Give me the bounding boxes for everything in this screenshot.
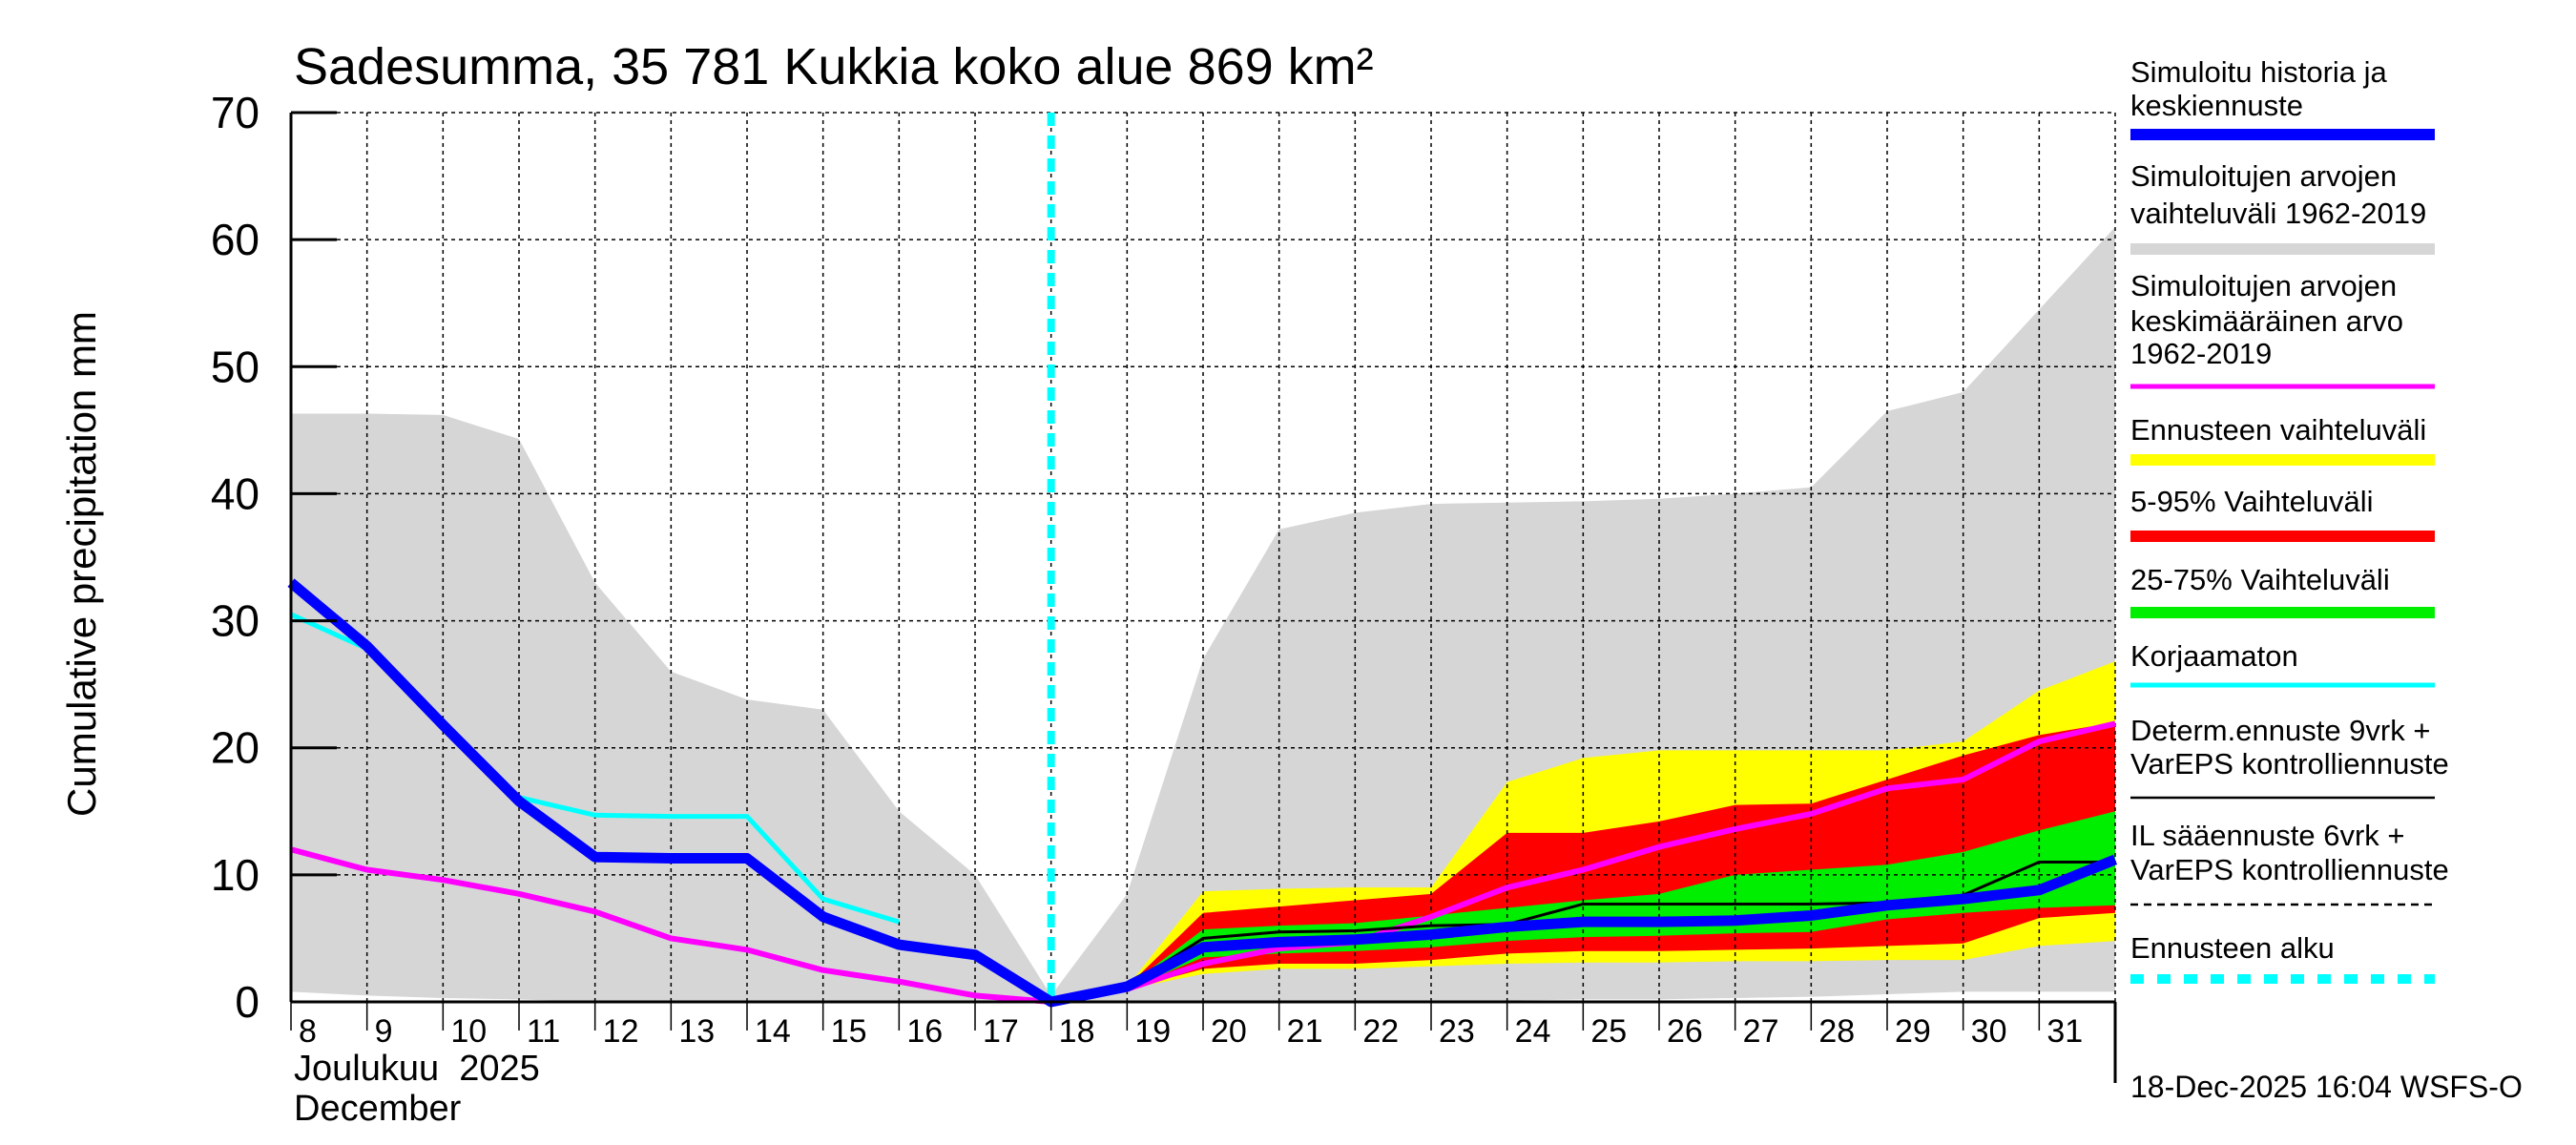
x-tick-label: 14 bbox=[755, 1013, 791, 1050]
x-tick-label: 21 bbox=[1287, 1013, 1323, 1050]
legend-item: Ennusteen alku bbox=[2130, 931, 2435, 984]
legend-label: keskimääräinen arvo bbox=[2130, 304, 2403, 338]
x-tick-label: 23 bbox=[1439, 1013, 1475, 1050]
legend-label: VarEPS kontrolliennuste bbox=[2130, 747, 2449, 781]
y-tick-label: 40 bbox=[211, 468, 260, 518]
y-tick-label: 20 bbox=[211, 723, 260, 773]
legend-label: IL sääennuste 6vrk + bbox=[2130, 819, 2405, 852]
y-tick-label: 60 bbox=[211, 215, 260, 264]
x-tick-label: 17 bbox=[983, 1013, 1019, 1050]
x-tick-label: 31 bbox=[2046, 1013, 2083, 1050]
legend-label: keskiennuste bbox=[2130, 89, 2303, 122]
legend-label: VarEPS kontrolliennuste bbox=[2130, 853, 2449, 886]
chart-title: Sadesumma, 35 781 Kukkia koko alue 869 k… bbox=[294, 38, 1374, 95]
legend-item: Simuloitujen arvojen vaihteluväli 1962-20… bbox=[2130, 159, 2435, 255]
legend-item: IL sääennuste 6vrk + VarEPS kontrollienn… bbox=[2130, 819, 2449, 906]
x-axis-month-label: Joulukuu 2025 bbox=[294, 1049, 540, 1089]
x-tick-label: 16 bbox=[906, 1013, 943, 1050]
legend-label: Simuloitu historia ja bbox=[2130, 55, 2388, 89]
x-tick-label: 20 bbox=[1211, 1013, 1247, 1050]
x-axis-month-label-en: December bbox=[294, 1089, 462, 1129]
x-tick-label: 19 bbox=[1134, 1013, 1171, 1050]
legend-label: Simuloitujen arvojen bbox=[2130, 159, 2397, 193]
x-tick-label: 9 bbox=[375, 1013, 393, 1050]
legend-item: Determ.ennuste 9vrk +VarEPS kontrollienn… bbox=[2130, 714, 2449, 800]
legend-label: 25-75% Vaihteluväli bbox=[2130, 563, 2390, 596]
x-tick-label: 25 bbox=[1590, 1013, 1627, 1050]
legend-label: Determ.ennuste 9vrk + bbox=[2130, 714, 2430, 747]
y-tick-label: 50 bbox=[211, 342, 260, 391]
axes-layer: 0 10 20 30 40 50 60 70 8 9 10 11 12 13 14 15 16 17 18 19 20 2… bbox=[211, 88, 2117, 1083]
x-tick-label: 27 bbox=[1743, 1013, 1779, 1050]
series-line-0 bbox=[290, 720, 2116, 1005]
legend-label: 1962-2019 bbox=[2130, 337, 2272, 370]
x-tick-label: 15 bbox=[831, 1013, 867, 1050]
x-tick-label: 29 bbox=[1895, 1013, 1931, 1050]
series-line-3 bbox=[287, 578, 2118, 1008]
series-layer bbox=[287, 113, 2118, 1008]
y-tick-label: 10 bbox=[211, 850, 260, 900]
legend-item: 25-75% Vaihteluväli bbox=[2130, 563, 2435, 618]
legend-item: Korjaamaton bbox=[2130, 639, 2435, 688]
y-tick-label: 0 bbox=[235, 977, 260, 1027]
legend-label: Korjaamaton bbox=[2130, 639, 2298, 673]
legend-label: Ennusteen vaihteluväli bbox=[2130, 413, 2426, 447]
legend: Simuloitu historia jakeskiennusteSimuloi… bbox=[2130, 55, 2449, 984]
legend-label: Simuloitujen arvojen bbox=[2130, 269, 2397, 302]
timestamp: 18-Dec-2025 16:04 WSFS-O bbox=[2130, 1070, 2523, 1104]
y-tick-label: 70 bbox=[211, 88, 260, 137]
x-tick-label: 22 bbox=[1362, 1013, 1399, 1050]
legend-item: 5-95% Vaihteluväli bbox=[2130, 485, 2435, 542]
x-tick-label: 26 bbox=[1667, 1013, 1703, 1050]
x-tick-label: 12 bbox=[603, 1013, 639, 1050]
legend-label: Ennusteen alku bbox=[2130, 931, 2335, 965]
x-tick-label: 10 bbox=[450, 1013, 487, 1050]
x-tick-label: 11 bbox=[527, 1013, 560, 1050]
x-tick-label: 30 bbox=[1971, 1013, 2007, 1050]
x-tick-label: 8 bbox=[299, 1013, 317, 1050]
x-tick-label: 28 bbox=[1818, 1013, 1855, 1050]
legend-item: Ennusteen vaihteluväli bbox=[2130, 413, 2435, 466]
legend-label: vaihteluväli 1962-2019 bbox=[2130, 197, 2426, 230]
y-axis-label: Cumulative precipitation mm bbox=[59, 311, 104, 817]
x-tick-label: 13 bbox=[678, 1013, 715, 1050]
x-tick-label: 18 bbox=[1059, 1013, 1095, 1050]
y-tick-label: 30 bbox=[211, 596, 260, 646]
legend-label: 5-95% Vaihteluväli bbox=[2130, 485, 2373, 518]
x-tick-label: 24 bbox=[1515, 1013, 1551, 1050]
